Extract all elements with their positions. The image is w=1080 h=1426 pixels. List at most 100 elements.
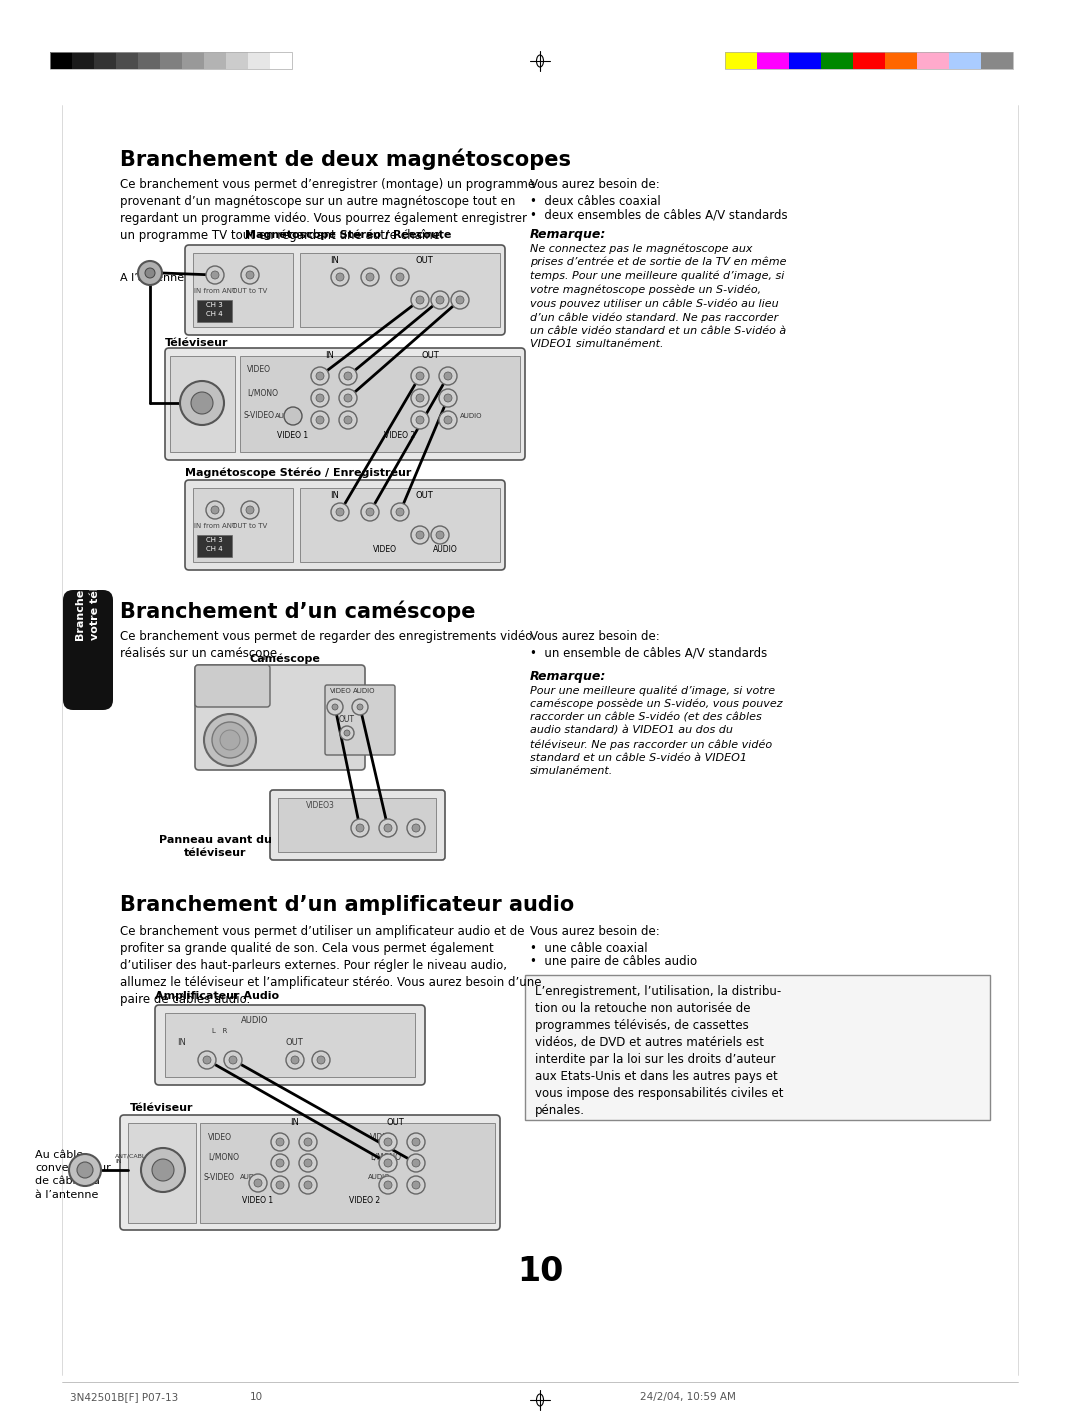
- Text: Branchement de deux magnétoscopes: Branchement de deux magnétoscopes: [120, 148, 571, 170]
- Circle shape: [444, 394, 453, 402]
- Text: A l’antenne: A l’antenne: [120, 272, 184, 282]
- Text: 10: 10: [517, 1255, 563, 1288]
- Text: VIDEO: VIDEO: [247, 365, 271, 375]
- Circle shape: [384, 1138, 392, 1147]
- Circle shape: [416, 372, 424, 379]
- Text: AUDIO: AUDIO: [433, 545, 457, 553]
- Text: VIDEO3: VIDEO3: [306, 801, 335, 810]
- Circle shape: [316, 416, 324, 424]
- Bar: [160, 51, 183, 68]
- Circle shape: [77, 1162, 93, 1178]
- Circle shape: [356, 824, 364, 831]
- Text: IN: IN: [177, 1038, 186, 1047]
- Bar: [525, 975, 990, 1119]
- Text: AUDIO: AUDIO: [275, 414, 297, 419]
- Circle shape: [411, 1159, 420, 1166]
- Circle shape: [271, 1154, 289, 1172]
- Bar: [183, 51, 204, 68]
- Bar: [197, 535, 232, 558]
- Circle shape: [431, 526, 449, 543]
- Text: Vous aurez besoin de:: Vous aurez besoin de:: [530, 178, 660, 191]
- Circle shape: [416, 394, 424, 402]
- Circle shape: [271, 1176, 289, 1194]
- Text: 3N42501B[F] P07-13: 3N42501B[F] P07-13: [70, 1392, 178, 1402]
- Circle shape: [246, 506, 254, 513]
- Text: Pour une meilleure qualité d’image, si votre
caméscope possède un S-vidéo, vous : Pour une meilleure qualité d’image, si v…: [530, 684, 783, 776]
- Circle shape: [249, 1174, 267, 1192]
- Circle shape: [191, 392, 213, 414]
- Text: IN from ANT: IN from ANT: [194, 288, 237, 294]
- Circle shape: [336, 272, 345, 281]
- Text: OUT: OUT: [421, 351, 438, 359]
- Text: IN: IN: [325, 351, 335, 359]
- Text: •  une paire de câbles audio: • une paire de câbles audio: [530, 955, 697, 968]
- Text: S-VIDEO: S-VIDEO: [243, 412, 274, 421]
- Circle shape: [246, 271, 254, 279]
- Circle shape: [206, 501, 224, 519]
- Circle shape: [379, 1134, 397, 1151]
- Text: AUDIO: AUDIO: [353, 687, 376, 694]
- Bar: [94, 51, 116, 68]
- Text: IN: IN: [291, 1118, 299, 1127]
- Text: Vous aurez besoin de:: Vous aurez besoin de:: [530, 925, 660, 938]
- Circle shape: [456, 297, 464, 304]
- FancyBboxPatch shape: [195, 665, 270, 707]
- Bar: [821, 51, 853, 68]
- Text: Magnétoscope Stéréo / Enregistreur: Magnétoscope Stéréo / Enregistreur: [185, 468, 411, 479]
- Text: 10: 10: [249, 1392, 264, 1402]
- Text: Au câble,
convertisseur
de câble ou
à l’antenne: Au câble, convertisseur de câble ou à l’…: [35, 1149, 111, 1199]
- Text: S-VIDEO: S-VIDEO: [204, 1172, 235, 1182]
- Text: AUDIO: AUDIO: [460, 414, 483, 419]
- Circle shape: [311, 411, 329, 429]
- Text: AUDIO: AUDIO: [241, 1015, 269, 1025]
- Bar: [200, 1124, 495, 1224]
- Circle shape: [312, 1051, 330, 1070]
- Circle shape: [311, 389, 329, 406]
- Circle shape: [384, 1159, 392, 1166]
- Circle shape: [411, 366, 429, 385]
- Circle shape: [361, 503, 379, 520]
- Text: IN: IN: [330, 257, 339, 265]
- Circle shape: [303, 1138, 312, 1147]
- Text: CH 3: CH 3: [205, 538, 222, 543]
- Bar: [917, 51, 949, 68]
- Circle shape: [407, 1176, 426, 1194]
- Bar: [129, 1124, 195, 1224]
- Text: Caméscope: Caméscope: [249, 653, 321, 663]
- Bar: [197, 299, 232, 322]
- Circle shape: [141, 1148, 185, 1192]
- Circle shape: [276, 1159, 284, 1166]
- Circle shape: [327, 699, 343, 714]
- Circle shape: [340, 726, 354, 740]
- FancyBboxPatch shape: [165, 348, 525, 461]
- Bar: [725, 51, 757, 68]
- Circle shape: [366, 272, 374, 281]
- Circle shape: [396, 508, 404, 516]
- Bar: [72, 51, 94, 68]
- Circle shape: [431, 291, 449, 309]
- Bar: [165, 1012, 415, 1077]
- Circle shape: [351, 819, 369, 837]
- Text: Téléviseur: Téléviseur: [130, 1102, 193, 1114]
- Circle shape: [379, 1154, 397, 1172]
- Text: VIDEO 1: VIDEO 1: [278, 431, 309, 441]
- Circle shape: [330, 503, 349, 520]
- Circle shape: [416, 297, 424, 304]
- Circle shape: [339, 389, 357, 406]
- Circle shape: [316, 372, 324, 379]
- Circle shape: [411, 389, 429, 406]
- Text: VIDEO 2: VIDEO 2: [384, 431, 416, 441]
- Text: Panneau avant du
téléviseur: Panneau avant du téléviseur: [159, 836, 271, 858]
- FancyBboxPatch shape: [195, 665, 365, 770]
- Circle shape: [384, 1181, 392, 1189]
- Circle shape: [352, 699, 368, 714]
- Circle shape: [241, 501, 259, 519]
- Circle shape: [407, 1154, 426, 1172]
- Circle shape: [384, 824, 392, 831]
- Text: Amplificateur Audio: Amplificateur Audio: [156, 991, 279, 1001]
- Text: IN from ANT: IN from ANT: [194, 523, 237, 529]
- Circle shape: [318, 1057, 325, 1064]
- Circle shape: [366, 508, 374, 516]
- Circle shape: [224, 1051, 242, 1070]
- Circle shape: [299, 1154, 318, 1172]
